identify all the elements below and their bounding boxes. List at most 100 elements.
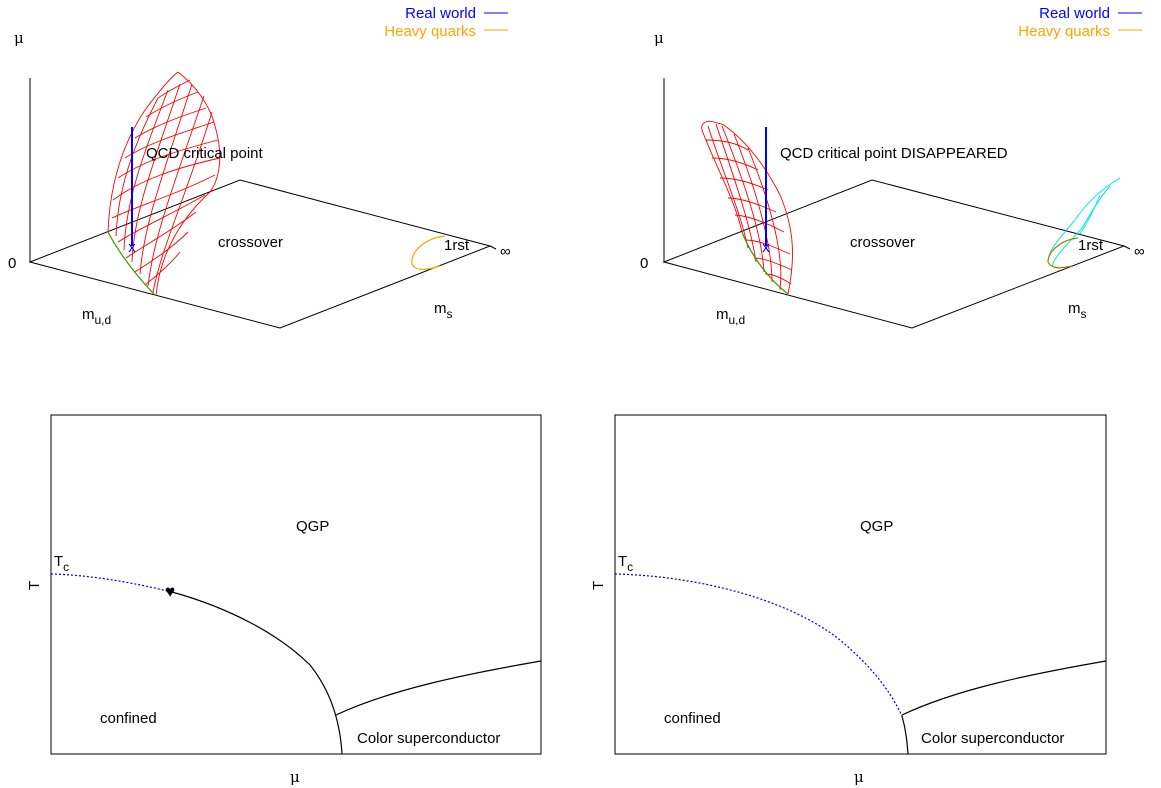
axis-ms-sub: s xyxy=(1081,307,1087,321)
axis-ms-tick xyxy=(489,245,497,250)
annotation-label: QCD critical point xyxy=(146,145,264,162)
axis-x-label: μ xyxy=(290,768,300,786)
legend-heavy-quarks-label: Heavy quarks xyxy=(1018,23,1110,40)
surface-line xyxy=(147,95,205,287)
region-confined-label: confined xyxy=(100,710,157,727)
surface-line xyxy=(139,83,193,275)
axis-ms-label: ms xyxy=(434,300,453,321)
axis-ms-tick xyxy=(1123,245,1131,250)
axis-y-label: T xyxy=(590,581,607,590)
panel-bottom-right: QGP confined Color superconductor Tc μ T xyxy=(590,414,1107,786)
surface-line xyxy=(715,123,757,263)
panel-top-left: Real world Heavy quarks μ 0 xyxy=(8,5,511,329)
surface-edge-top xyxy=(177,71,216,127)
panel-top-right: Real world Heavy quarks μ 0 xyxy=(640,5,1145,329)
infinity-label: ∞ xyxy=(1134,243,1145,260)
heavy-quarks-boundary xyxy=(411,235,446,271)
axis-zero-label: 0 xyxy=(640,255,648,272)
axis-mud-sub: u,d xyxy=(729,313,746,327)
surface-line xyxy=(134,231,189,273)
base-plane xyxy=(28,179,492,329)
critical-surface xyxy=(701,120,793,295)
tc-label: Tc xyxy=(54,553,69,574)
surface-line xyxy=(734,214,785,233)
axis-zero-label: 0 xyxy=(8,255,16,272)
surface-line xyxy=(134,107,207,139)
tc-label: Tc xyxy=(618,553,633,574)
surface-line xyxy=(131,83,181,263)
critical-boundary-line xyxy=(107,231,157,297)
surface-line xyxy=(152,111,213,293)
axis-mud-label: mu,d xyxy=(716,306,745,327)
axis-mu-label: μ xyxy=(14,29,24,47)
surface-line xyxy=(733,133,773,283)
surface-line xyxy=(123,89,169,251)
axis-mud-sub: u,d xyxy=(95,313,112,327)
surface-edge-left xyxy=(701,120,743,233)
critical-point-marker: x xyxy=(762,239,770,256)
region-qgp-label: QGP xyxy=(296,518,329,535)
legend-real-world-label: Real world xyxy=(1039,5,1110,22)
surface-line xyxy=(145,91,199,118)
region-qgp-label: QGP xyxy=(860,518,893,535)
surface-edge-top xyxy=(713,121,726,127)
axis-ms-base: m xyxy=(1068,300,1081,317)
annotation-label: QCD critical point DISAPPEARED xyxy=(780,145,1008,162)
crossover-line xyxy=(50,573,173,593)
surface-line xyxy=(711,157,759,171)
surface-line xyxy=(115,97,159,237)
region-crossover-label: crossover xyxy=(218,234,283,251)
axis-y-label: T xyxy=(26,581,43,590)
csc-boundary-line xyxy=(901,660,1107,716)
surface-line xyxy=(1047,177,1121,263)
infinity-label: ∞ xyxy=(500,243,511,260)
legend-heavy-quarks-label: Heavy quarks xyxy=(384,23,476,40)
heavy-quarks-surface xyxy=(1047,177,1121,267)
panel-bottom-left: ♥ QGP confined Color superconductor Tc μ… xyxy=(26,414,542,786)
surface-line xyxy=(157,79,191,99)
first-order-line xyxy=(171,591,343,755)
tc-base: T xyxy=(618,553,627,570)
axis-x-label: μ xyxy=(854,768,864,786)
csc-boundary-line xyxy=(335,660,542,716)
plot-frame xyxy=(50,414,542,755)
region-confined-label: confined xyxy=(664,710,721,727)
surface-line xyxy=(1051,185,1111,267)
axis-mud-label: mu,d xyxy=(82,306,111,327)
axis-mud-base: m xyxy=(716,306,729,323)
surface-line xyxy=(707,125,749,249)
critical-boundary-line xyxy=(741,231,789,295)
region-crossover-label: crossover xyxy=(850,234,915,251)
heavy-quarks-boundary xyxy=(1047,237,1079,269)
crossover-line xyxy=(614,573,903,717)
axis-ms-label: ms xyxy=(1068,300,1087,321)
surface-line xyxy=(111,174,216,219)
region-csc-label: Color superconductor xyxy=(921,730,1064,747)
axis-mud-base: m xyxy=(82,306,95,323)
first-order-line xyxy=(901,715,909,755)
tc-sub: c xyxy=(63,560,69,574)
legend: Real world Heavy quarks xyxy=(1018,5,1142,40)
tc-sub: c xyxy=(627,560,633,574)
surface-edge-left xyxy=(107,71,179,233)
region-csc-label: Color superconductor xyxy=(357,730,500,747)
legend-real-world-label: Real world xyxy=(405,5,476,22)
surface-edge-right xyxy=(724,125,793,295)
surface-edge-right xyxy=(155,125,221,297)
axis-ms-sub: s xyxy=(447,307,453,321)
surface-line xyxy=(747,147,782,291)
surface-line xyxy=(112,157,221,201)
critical-point-marker: x xyxy=(128,239,136,256)
region-first-label: 1rst xyxy=(1078,237,1104,254)
surface-line xyxy=(125,211,197,259)
legend: Real world Heavy quarks xyxy=(384,5,508,40)
surface-line xyxy=(1079,194,1101,235)
region-first-label: 1rst xyxy=(444,237,470,254)
axis-ms-base: m xyxy=(434,300,447,317)
surface-line xyxy=(705,139,749,151)
critical-point-heart-icon: ♥ xyxy=(165,582,175,601)
tc-base: T xyxy=(54,553,63,570)
surface-line xyxy=(753,257,793,271)
axis-mu-label: μ xyxy=(654,29,664,47)
